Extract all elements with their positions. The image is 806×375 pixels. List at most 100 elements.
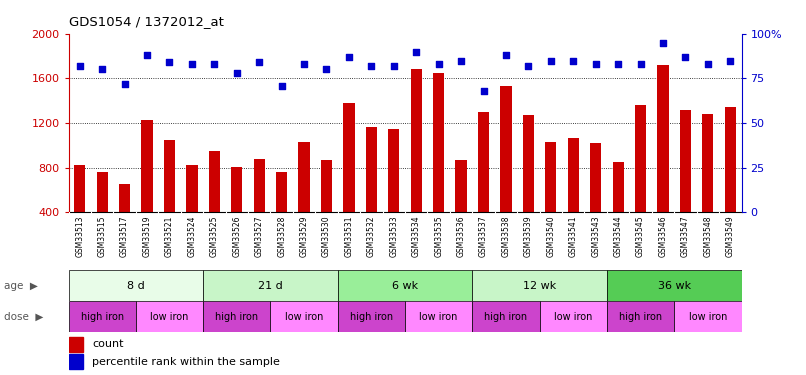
Text: GDS1054 / 1372012_at: GDS1054 / 1372012_at xyxy=(69,15,223,28)
Text: GSM33517: GSM33517 xyxy=(120,215,129,256)
Text: high iron: high iron xyxy=(350,312,393,321)
Text: GSM33513: GSM33513 xyxy=(75,215,84,256)
Bar xyxy=(472,301,540,332)
Bar xyxy=(209,151,220,212)
Bar xyxy=(540,301,607,332)
Bar xyxy=(388,129,400,212)
Text: count: count xyxy=(92,339,123,349)
Text: high iron: high iron xyxy=(215,312,259,321)
Text: GSM33529: GSM33529 xyxy=(300,215,309,256)
Text: 12 wk: 12 wk xyxy=(523,281,556,291)
Text: GSM33524: GSM33524 xyxy=(188,215,197,256)
Bar xyxy=(254,159,265,212)
Text: GSM33534: GSM33534 xyxy=(412,215,421,257)
Point xyxy=(679,54,692,60)
Text: GSM33544: GSM33544 xyxy=(613,215,622,257)
Text: GSM33543: GSM33543 xyxy=(592,215,600,257)
Bar xyxy=(607,270,742,301)
Bar xyxy=(69,354,83,369)
Bar xyxy=(343,103,355,212)
Point xyxy=(701,61,714,67)
Bar xyxy=(567,138,579,212)
Bar xyxy=(321,160,332,212)
Point xyxy=(522,63,535,69)
Text: high iron: high iron xyxy=(484,312,528,321)
Text: low iron: low iron xyxy=(150,312,189,321)
Text: GSM33549: GSM33549 xyxy=(726,215,735,257)
Point xyxy=(118,81,131,87)
Bar xyxy=(545,142,556,212)
Text: GSM33521: GSM33521 xyxy=(165,215,174,256)
Text: 21 d: 21 d xyxy=(258,281,283,291)
Text: 6 wk: 6 wk xyxy=(392,281,418,291)
Text: GSM33525: GSM33525 xyxy=(210,215,218,256)
Point xyxy=(567,57,580,63)
Bar xyxy=(674,301,742,332)
Bar xyxy=(366,128,377,212)
Point xyxy=(589,61,602,67)
Text: high iron: high iron xyxy=(619,312,663,321)
Bar xyxy=(635,105,646,212)
Bar xyxy=(338,270,472,301)
Bar xyxy=(658,65,669,212)
Point xyxy=(297,61,310,67)
Text: GSM33539: GSM33539 xyxy=(524,215,533,257)
Bar xyxy=(433,73,444,212)
Bar xyxy=(69,301,135,332)
Text: 36 wk: 36 wk xyxy=(658,281,691,291)
Bar xyxy=(455,160,467,212)
Bar xyxy=(186,165,197,212)
Text: GSM33532: GSM33532 xyxy=(367,215,376,256)
Text: low iron: low iron xyxy=(554,312,592,321)
Text: GSM33531: GSM33531 xyxy=(344,215,353,256)
Point xyxy=(612,61,625,67)
Text: percentile rank within the sample: percentile rank within the sample xyxy=(92,357,280,367)
Bar xyxy=(203,270,338,301)
Point xyxy=(409,49,422,55)
Bar xyxy=(203,301,271,332)
Point xyxy=(365,63,378,69)
Bar xyxy=(702,114,713,212)
Point xyxy=(231,70,243,76)
Text: GSM33537: GSM33537 xyxy=(479,215,488,257)
Point xyxy=(73,63,86,69)
Text: GSM33536: GSM33536 xyxy=(457,215,466,257)
Text: 8 d: 8 d xyxy=(127,281,145,291)
Point xyxy=(140,52,153,58)
Point xyxy=(320,66,333,72)
Text: GSM33535: GSM33535 xyxy=(434,215,443,257)
Bar xyxy=(97,172,108,212)
Text: GSM33533: GSM33533 xyxy=(389,215,398,257)
Text: GSM33530: GSM33530 xyxy=(322,215,331,257)
Bar xyxy=(607,301,675,332)
Point xyxy=(477,88,490,94)
Bar xyxy=(69,270,203,301)
Bar xyxy=(69,337,83,352)
Bar xyxy=(613,162,624,212)
Text: dose  ▶: dose ▶ xyxy=(4,312,44,321)
Bar xyxy=(271,301,338,332)
Bar xyxy=(725,107,736,212)
Point xyxy=(253,59,266,65)
Text: GSM33515: GSM33515 xyxy=(98,215,106,256)
Bar xyxy=(298,142,310,212)
Bar xyxy=(679,110,691,212)
Text: GSM33527: GSM33527 xyxy=(255,215,264,256)
Text: GSM33548: GSM33548 xyxy=(704,215,713,256)
Text: low iron: low iron xyxy=(419,312,458,321)
Text: high iron: high iron xyxy=(81,312,124,321)
Bar xyxy=(410,69,422,212)
Bar xyxy=(74,165,85,212)
Point xyxy=(500,52,513,58)
Text: GSM33545: GSM33545 xyxy=(636,215,645,257)
Point xyxy=(724,57,737,63)
Point xyxy=(634,61,647,67)
Text: GSM33538: GSM33538 xyxy=(501,215,510,256)
Point xyxy=(96,66,109,72)
Bar xyxy=(119,184,131,212)
Bar xyxy=(135,301,203,332)
Text: GSM33540: GSM33540 xyxy=(546,215,555,257)
Text: age  ▶: age ▶ xyxy=(4,281,38,291)
Bar xyxy=(501,86,512,212)
Text: low iron: low iron xyxy=(285,312,323,321)
